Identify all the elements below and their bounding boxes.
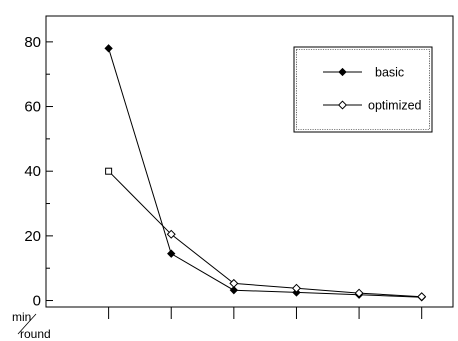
data-point-optimized — [354, 288, 364, 298]
series-line-basic — [108, 48, 422, 298]
legend-box-inner — [296, 49, 430, 130]
data-point-optimized — [166, 229, 176, 239]
data-point-basic — [104, 44, 113, 53]
data-point-optimized — [291, 283, 301, 293]
data-point-optimized — [417, 292, 427, 302]
y-axis: 0 20 40 60 80 — [24, 34, 53, 310]
series-lines — [108, 48, 422, 298]
legend-marker-optimized — [337, 100, 348, 110]
y-tick-label: 80 — [24, 34, 41, 51]
y-tick-label: 40 — [24, 163, 41, 180]
unit-slash — [17, 313, 37, 335]
x-axis — [108, 307, 423, 319]
data-point-basic — [167, 249, 176, 258]
series-line-optimized — [108, 170, 422, 298]
y-tick-label: 0 — [33, 293, 41, 310]
data-point-optimized — [105, 167, 113, 175]
legend-label-basic: basic — [375, 66, 404, 80]
legend: basic optimized — [293, 46, 433, 133]
legend-marker-basic — [338, 67, 347, 77]
unit-label: min round — [12, 310, 51, 341]
series-markers — [104, 44, 427, 302]
y-tick-label: 20 — [24, 228, 41, 245]
y-tick-label: 60 — [24, 99, 41, 116]
data-point-basic — [229, 286, 239, 295]
data-point-optimized — [229, 278, 239, 288]
legend-box — [293, 46, 433, 133]
legend-label-optimized: optimized — [368, 99, 422, 113]
unit-denominator: round — [20, 327, 51, 341]
unit-numerator: min — [12, 310, 31, 324]
